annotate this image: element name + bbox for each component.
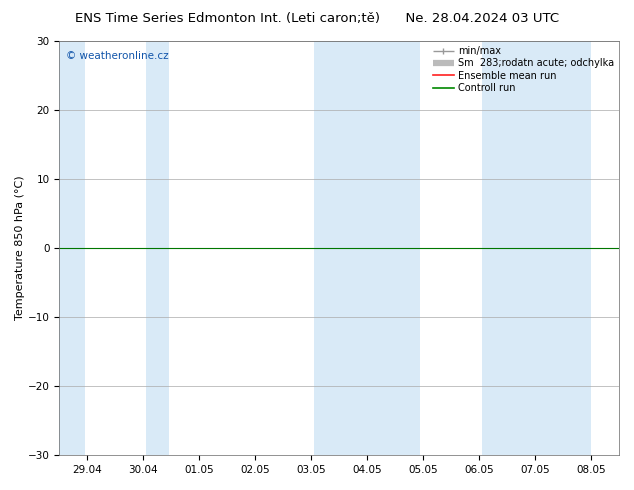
Bar bbox=[314, 41, 420, 455]
Bar bbox=[146, 41, 169, 455]
Text: ENS Time Series Edmonton Int. (Leti caron;tě)      Ne. 28.04.2024 03 UTC: ENS Time Series Edmonton Int. (Leti caro… bbox=[75, 12, 559, 25]
Legend: min/max, Sm  283;rodatn acute; odchylka, Ensemble mean run, Controll run: min/max, Sm 283;rodatn acute; odchylka, … bbox=[430, 44, 616, 95]
Bar bbox=[60, 41, 84, 455]
Text: © weatheronline.cz: © weatheronline.cz bbox=[66, 51, 169, 61]
Bar bbox=[482, 41, 591, 455]
Y-axis label: Temperature 850 hPa (°C): Temperature 850 hPa (°C) bbox=[15, 176, 25, 320]
